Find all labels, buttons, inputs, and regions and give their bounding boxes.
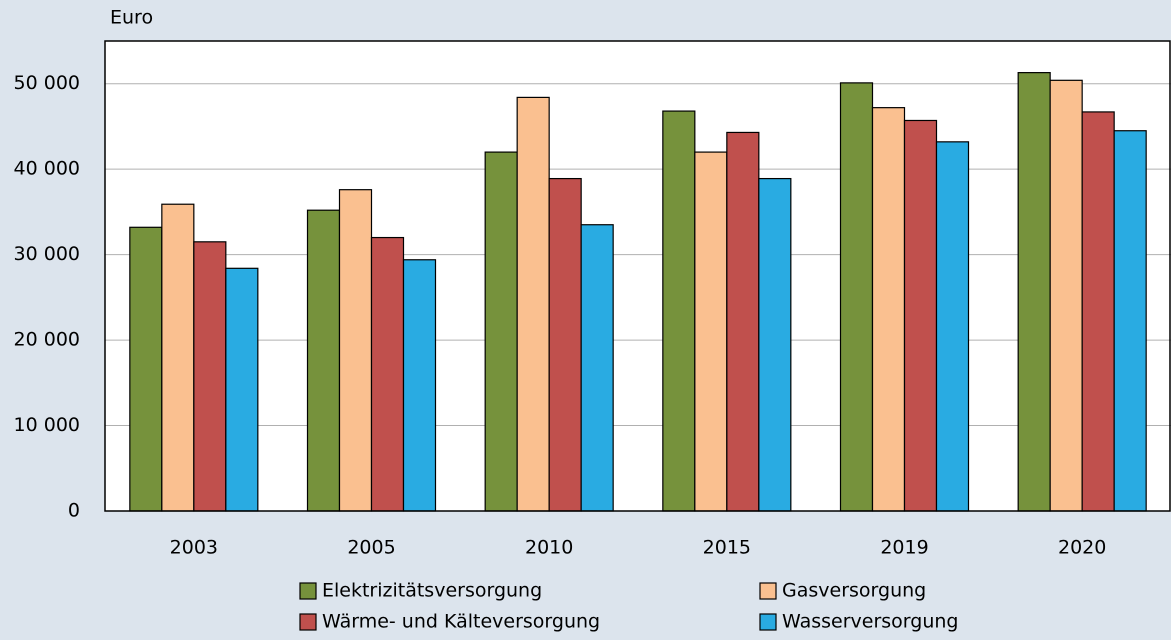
bar [1081,111,1115,512]
legend-label: Gasversorgung [782,580,926,602]
bar [338,189,373,512]
legend-swatch [299,613,317,631]
bar [516,96,550,512]
x-tick-label: 2020 [1058,537,1106,559]
bar [871,107,906,512]
y-tick-label: 0 [68,500,80,522]
bar [161,203,195,512]
x-tick-label: 2015 [703,537,751,559]
y-tick-label: 30 000 [14,243,80,265]
bar [662,110,696,512]
legend-swatch [759,582,777,600]
plot-frame [104,40,1171,512]
y-tick-label: 50 000 [14,72,80,94]
bar [580,224,614,512]
y-tick-label: 20 000 [14,329,80,351]
legend-label: Wasserversorgung [782,611,958,633]
y-axis-label: Euro [110,7,153,29]
y-tick-label: 40 000 [14,158,80,180]
y-tick-label: 10 000 [14,414,80,436]
x-tick-label: 2010 [525,537,573,559]
bar [402,259,437,512]
bar [225,267,259,512]
bar [129,226,163,512]
bar [548,177,582,512]
bar [839,82,874,512]
bar [935,141,970,512]
x-tick-label: 2005 [347,537,395,559]
bar [903,119,938,512]
bar [726,131,760,512]
bar [484,151,518,512]
legend-label: Wärme- und Kälteversorgung [322,611,600,633]
bar [758,177,792,512]
bar [193,241,227,512]
bar [694,151,728,512]
bar [306,209,341,512]
legend-swatch [759,613,777,631]
legend-label: Elektrizitätsversorgung [322,580,542,602]
plot-area [105,41,1171,511]
legend-swatch [299,582,317,600]
x-tick-label: 2019 [880,537,928,559]
bar [1017,72,1051,512]
bar [1113,130,1147,512]
bar [370,236,405,512]
bar [1049,79,1083,512]
x-tick-label: 2003 [170,537,218,559]
